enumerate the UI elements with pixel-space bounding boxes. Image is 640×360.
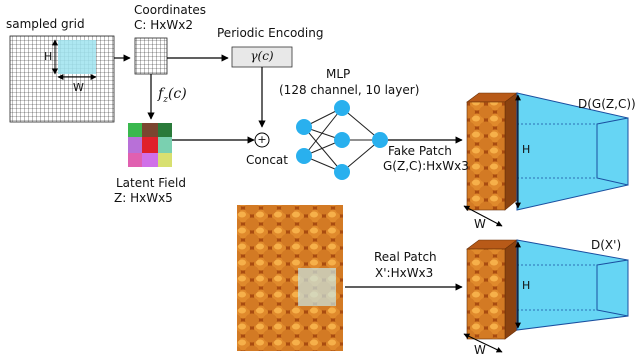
disc-real-frustum: [516, 239, 629, 331]
sampled-grid-highlight: [58, 40, 96, 74]
sampled-grid: [9, 35, 115, 123]
fake-h-label: H: [522, 143, 531, 156]
coordinates-grid: [134, 37, 168, 75]
mlp-node: [334, 132, 350, 148]
disc-fake-label: D(G(Z,C)): [578, 97, 636, 111]
latent-function-symbol: fz(c): [158, 86, 187, 105]
real-h-label: H: [522, 279, 531, 292]
concat-circle: [254, 132, 270, 148]
real-patch-title: Real Patch: [374, 250, 437, 264]
mlp-title: MLP: [326, 67, 351, 81]
grid-h-label: H: [44, 50, 53, 63]
real-patch-shape: X':HxWx3: [375, 266, 434, 280]
disc-fake-frustum: [516, 92, 629, 211]
mlp-node: [372, 132, 388, 148]
disc-real-label: D(X'): [591, 238, 622, 252]
mlp-node: [296, 148, 312, 164]
coordinates-shape: C: HxWx2: [134, 18, 193, 32]
encoding-symbol: γ(c): [250, 49, 274, 63]
latent-field: [128, 123, 172, 167]
mlp-node: [296, 119, 312, 135]
real-image-highlight: [298, 268, 336, 306]
sampled-grid-label: sampled grid: [6, 17, 85, 31]
encoding-title: Periodic Encoding: [217, 26, 324, 40]
mlp-config: (128 channel, 10 layer): [279, 83, 420, 97]
fake-w-arrow: [463, 205, 503, 227]
fake-patch-shape: G(Z,C):HxWx3: [383, 159, 469, 173]
coordinates-title: Coordinates: [134, 3, 207, 17]
latent-field-shape: Z: HxWx5: [114, 191, 173, 205]
fake-w-label: W: [474, 217, 486, 231]
fake-patch-title: Fake Patch: [388, 144, 452, 158]
real-patch-cube: [466, 239, 518, 340]
real-image: [237, 205, 343, 351]
mlp-node: [334, 164, 350, 180]
real-w-label: W: [474, 343, 486, 357]
concat-label: Concat: [246, 153, 288, 167]
fake-patch-cube: [466, 92, 518, 211]
latent-field-title: Latent Field: [116, 176, 186, 190]
concat-symbol: +: [257, 133, 267, 146]
grid-w-label: W: [73, 81, 84, 94]
real-w-arrow: [463, 333, 503, 353]
mlp-node: [334, 100, 350, 116]
